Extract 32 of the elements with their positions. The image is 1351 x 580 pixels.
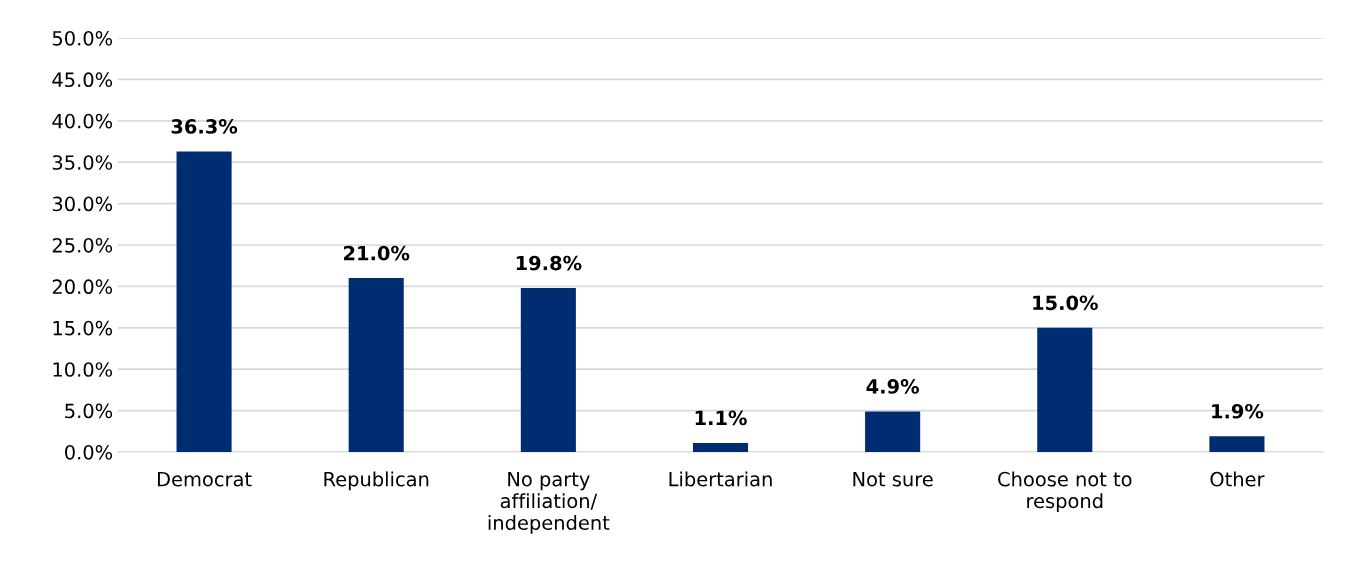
x-tick-label: Choose not to respond: [998, 471, 1132, 513]
x-tick-label: Democrat: [157, 472, 252, 487]
y-tick-label: 20.0%: [52, 279, 113, 295]
y-tick-label: 30.0%: [52, 196, 113, 212]
y-tick-label: 10.0%: [53, 362, 113, 377]
x-tick-label: Republican: [324, 471, 429, 491]
bar: [176, 151, 232, 452]
bar: [348, 278, 404, 452]
data-label: 21.0%: [344, 245, 410, 261]
y-tick-label: 50.0%: [52, 30, 113, 46]
x-tick-label: Libertarian: [669, 471, 772, 487]
y-tick-label: 0.0%: [65, 444, 113, 460]
data-label: 1.1%: [695, 410, 747, 426]
bar: [1209, 436, 1265, 452]
y-tick-label: 40.0%: [52, 113, 113, 129]
x-tick-label: Not sure: [853, 472, 933, 487]
y-tick-label: 35.0%: [52, 155, 113, 170]
bar: [520, 288, 576, 452]
y-tick-label: 5.0%: [65, 403, 113, 419]
data-label: 19.8%: [516, 255, 582, 271]
y-tick-label: 15.0%: [53, 320, 113, 336]
data-label: 15.0%: [1033, 295, 1098, 311]
x-tick-label: No party affiliation/ independent: [488, 472, 610, 534]
y-tick-label: 25.0%: [52, 237, 113, 253]
data-label: 36.3%: [171, 119, 238, 134]
data-label: 1.9%: [1212, 403, 1264, 419]
y-tick-label: 45.0%: [52, 72, 113, 88]
bar: [865, 411, 921, 452]
bar: [692, 442, 749, 452]
bar: [1037, 327, 1093, 452]
x-tick-label: Other: [1210, 471, 1265, 487]
data-label: 4.9%: [866, 379, 919, 394]
